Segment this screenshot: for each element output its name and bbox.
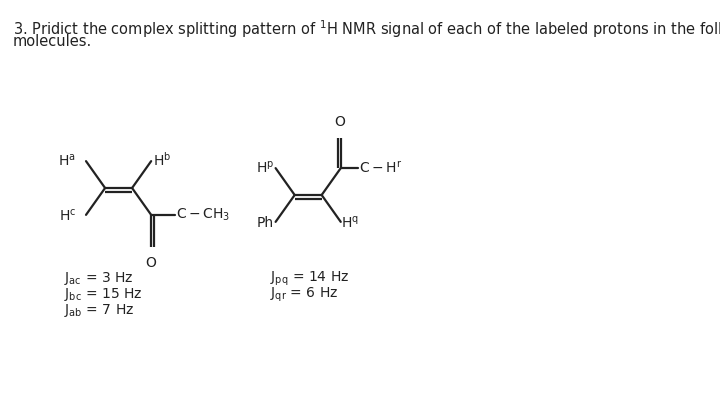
Text: $\mathregular{J_{bc}}$ = 15 Hz: $\mathregular{J_{bc}}$ = 15 Hz: [64, 286, 143, 303]
Text: $\mathregular{H^p}$: $\mathregular{H^p}$: [256, 159, 274, 175]
Text: 3. Pridict the complex splitting pattern of $^{1}$H NMR signal of each of the la: 3. Pridict the complex splitting pattern…: [13, 18, 720, 40]
Text: $\mathregular{C-CH_3}$: $\mathregular{C-CH_3}$: [176, 207, 230, 223]
Text: $\mathregular{J_{ac}}$ = 3 Hz: $\mathregular{J_{ac}}$ = 3 Hz: [64, 270, 133, 287]
Text: O: O: [335, 115, 346, 130]
Text: $\mathregular{H^q}$: $\mathregular{H^q}$: [341, 215, 359, 231]
Text: $\mathregular{J_{qr}}$ = 6 Hz: $\mathregular{J_{qr}}$ = 6 Hz: [270, 286, 338, 304]
Text: $\mathregular{H^b}$: $\mathregular{H^b}$: [153, 151, 171, 169]
Text: $\mathregular{J_{pq}}$ = 14 Hz: $\mathregular{J_{pq}}$ = 14 Hz: [270, 270, 349, 288]
Text: O: O: [145, 256, 156, 270]
Text: $\mathregular{C-H^r}$: $\mathregular{C-H^r}$: [359, 160, 402, 176]
Text: $\mathregular{H^a}$: $\mathregular{H^a}$: [58, 152, 76, 168]
Text: $\mathregular{H^c}$: $\mathregular{H^c}$: [59, 208, 76, 224]
Text: Ph: Ph: [257, 216, 274, 230]
Text: molecules.: molecules.: [13, 34, 92, 49]
Text: $\mathregular{J_{ab}}$ = 7 Hz: $\mathregular{J_{ab}}$ = 7 Hz: [64, 302, 134, 319]
